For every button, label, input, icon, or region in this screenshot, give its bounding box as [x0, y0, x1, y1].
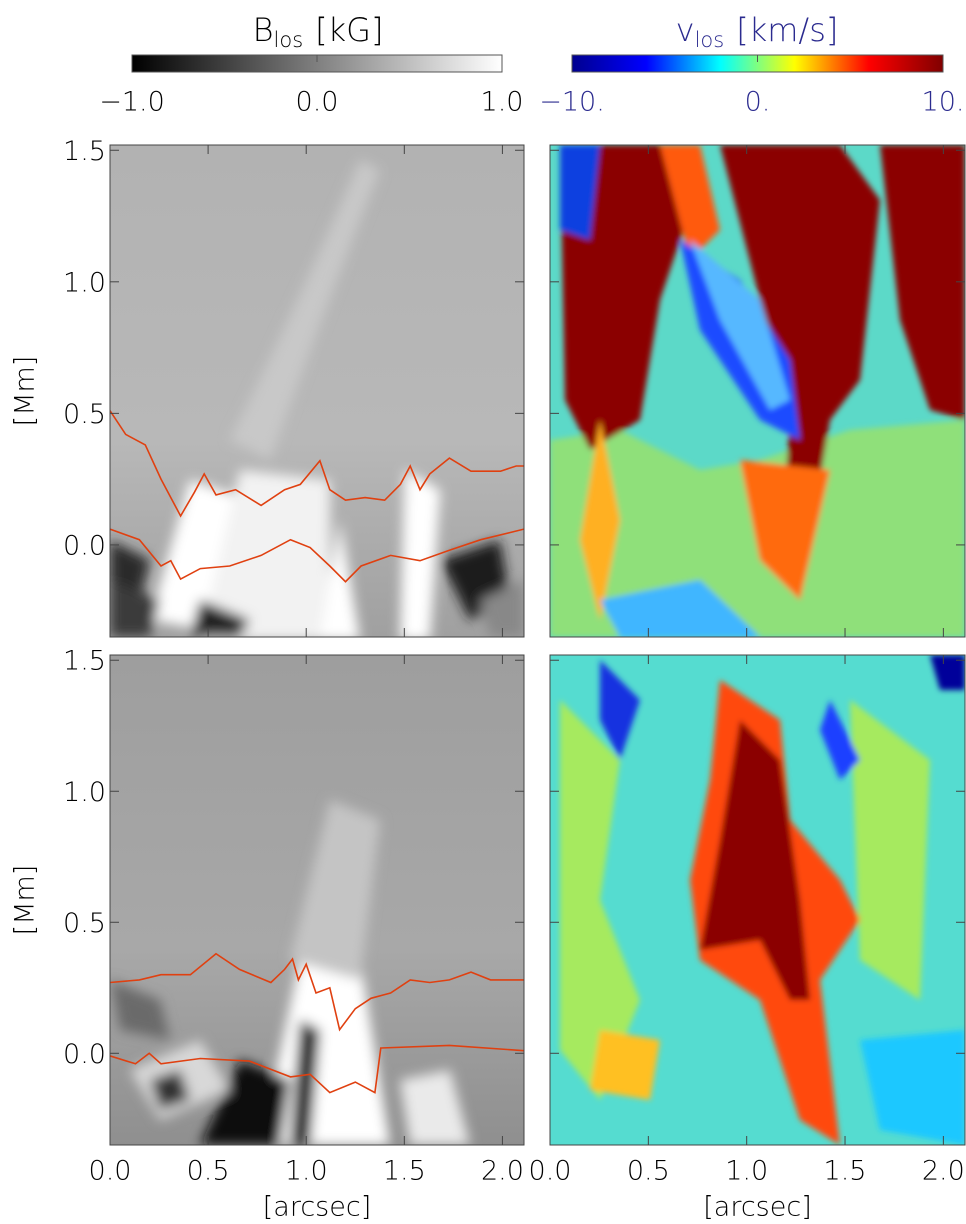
colorbar-title: vlos [km/s]: [676, 11, 839, 52]
panel-frame: [109, 144, 525, 638]
title-symbol: v: [676, 11, 695, 49]
colorbar-tick-label: 0.0: [296, 87, 339, 118]
x-tick-label: 0.0: [89, 1156, 132, 1187]
title-subscript: los: [274, 28, 304, 52]
x-axis-label: [arcsec]: [263, 1192, 372, 1223]
colorbar-tick-label: −1.0: [99, 87, 165, 118]
title-unit: [km/s]: [736, 11, 838, 49]
colorbar-tick-label: −10.: [539, 87, 605, 118]
colorbar-tick-label: 1.0: [481, 87, 524, 118]
colorbar-title: Blos [kG]: [253, 11, 384, 52]
panel-frame: [109, 654, 525, 1146]
y-tick-label: 0.5: [63, 908, 106, 939]
contour-line: [110, 1044, 524, 1094]
y-axis-label: [Mm]: [10, 356, 41, 427]
title-symbol: B: [253, 11, 274, 49]
y-tick-label: 1.5: [63, 136, 106, 167]
title-unit: [kG]: [315, 11, 383, 49]
colorbar-tick-label: 10.: [922, 87, 965, 118]
y-tick-label: 1.0: [63, 777, 106, 808]
y-tick-label: 1.0: [63, 267, 106, 298]
panel-frame: [549, 144, 966, 638]
image-v-bottom: [550, 655, 965, 1145]
contour-line: [110, 952, 524, 1032]
y-tick-label: 0.0: [63, 1039, 106, 1070]
y-tick-label: 0.5: [63, 399, 106, 430]
x-tick-label: 1.0: [725, 1156, 768, 1187]
x-tick-label: 0.5: [187, 1156, 230, 1187]
x-tick-label: 2.0: [481, 1156, 524, 1187]
contour-line: [110, 410, 524, 518]
x-tick-label: 0.5: [627, 1156, 670, 1187]
image-b-bottom: [110, 655, 524, 1145]
x-axis-label: [arcsec]: [703, 1192, 812, 1223]
x-tick-label: 0.0: [529, 1156, 572, 1187]
title-subscript: los: [695, 28, 725, 52]
x-tick-label: 1.5: [383, 1156, 426, 1187]
y-tick-label: 1.5: [63, 646, 106, 677]
x-tick-label: 1.5: [824, 1156, 867, 1187]
panel-frame: [549, 654, 966, 1146]
image-b-top: [110, 145, 524, 637]
image-v-top: [550, 145, 965, 637]
contour-line: [110, 528, 524, 583]
x-tick-label: 1.0: [285, 1156, 328, 1187]
x-tick-label: 2.0: [922, 1156, 965, 1187]
y-tick-label: 0.0: [63, 530, 106, 561]
colorbar-tick-label: 0.: [745, 87, 771, 118]
y-axis-label: [Mm]: [10, 865, 41, 936]
